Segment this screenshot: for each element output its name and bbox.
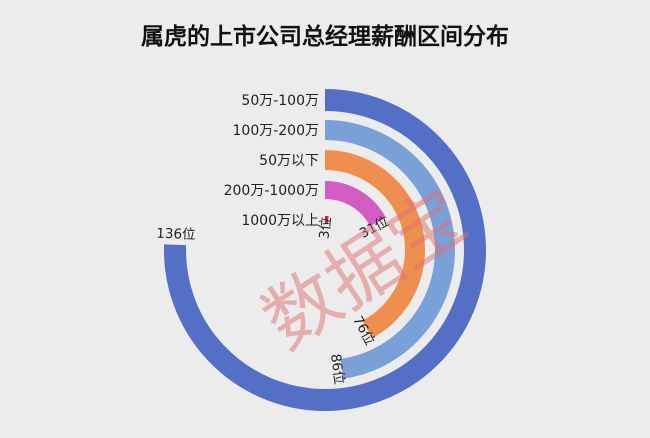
ring-1-category-label: 50万-100万 <box>241 93 319 109</box>
ring-3-category-label: 50万以下 <box>259 153 319 169</box>
ring-1-value-label: 136位 <box>156 226 196 243</box>
ring-2-category-label: 100万-200万 <box>233 123 320 139</box>
ring-5-category-label: 1000万以上 <box>241 213 319 229</box>
ring-2-value-label: 86位 <box>327 353 347 386</box>
ring-4-bar <box>324 181 386 227</box>
ring-5-value-label: 3位 <box>316 216 334 240</box>
ring-4-category-label: 200万-1000万 <box>224 183 319 199</box>
ring-3-bar <box>324 150 425 339</box>
rings-group <box>164 89 486 411</box>
chart-title: 属虎的上市公司总经理薪酬区间分布 <box>141 23 509 50</box>
ring-1-bar <box>164 89 486 411</box>
ring-2-bar <box>324 120 455 379</box>
